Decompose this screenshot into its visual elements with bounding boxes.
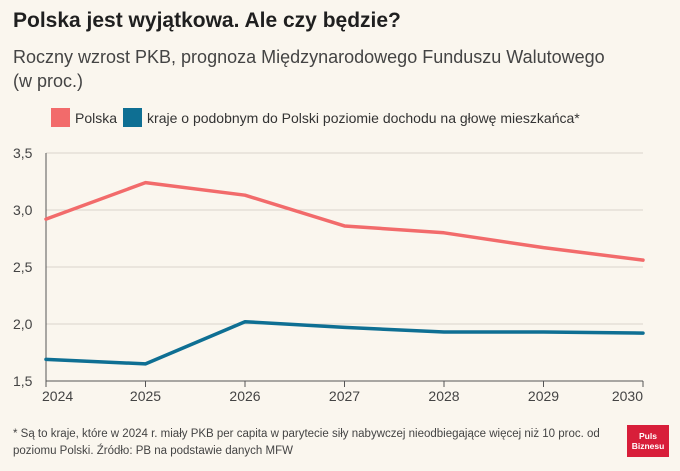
legend-label-polska: Polska — [75, 109, 118, 126]
x-tick-label: 2028 — [428, 388, 459, 404]
x-tick-label: 2025 — [130, 388, 161, 404]
y-tick-label: 3,0 — [13, 202, 33, 218]
y-tick-label: 1,5 — [13, 373, 33, 389]
chart-title: Polska jest wyjątkowa. Ale czy będzie? — [13, 9, 401, 32]
x-tick-label: 2024 — [42, 388, 73, 404]
chart-subtitle: Roczny wzrost PKB, prognoza Międzynarodo… — [13, 47, 605, 91]
y-tick-label: 2,5 — [13, 259, 33, 275]
legend: Polska kraje o podobnym do Polski poziom… — [51, 108, 586, 127]
footnote: * Są to kraje, które w 2024 r. miały PKB… — [13, 428, 600, 457]
x-tick-label: 2026 — [229, 388, 260, 404]
x-tick-label: 2027 — [329, 388, 360, 404]
legend-swatch-polska — [51, 108, 70, 127]
logo-line-1: Puls — [639, 431, 657, 441]
legend-item-similar-countries: kraje o podobnym do Polski poziomie doch… — [123, 108, 580, 127]
puls-biznesu-logo: Puls Biznesu — [627, 425, 669, 457]
series-line-similar-countries — [44, 319, 645, 366]
series-line-polska — [44, 180, 645, 262]
legend-item-polska: Polska — [51, 108, 117, 127]
legend-label-similar-countries: kraje o podobnym do Polski poziomie doch… — [147, 109, 580, 126]
y-tick-label: 3,5 — [13, 145, 33, 161]
logo-line-2: Biznesu — [631, 441, 665, 451]
y-tick-label: 2,0 — [13, 316, 33, 332]
legend-swatch-similar-countries — [123, 108, 143, 127]
x-tick-label: 2030 — [612, 388, 643, 404]
x-tick-label: 2029 — [528, 388, 559, 404]
